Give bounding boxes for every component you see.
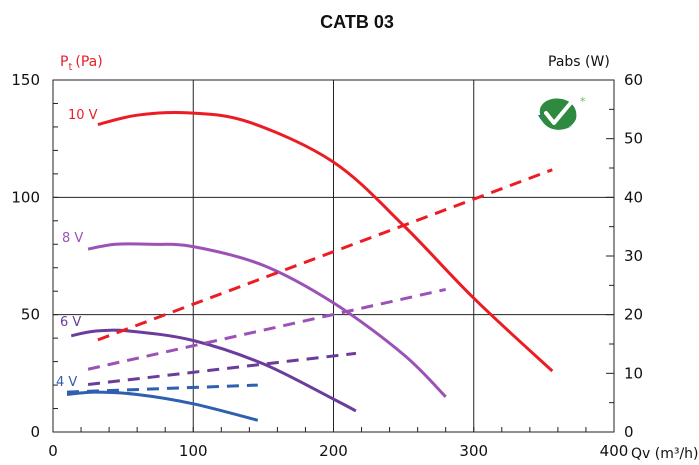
x-tick-label: 0: [48, 442, 58, 460]
y-left-tick-label: 50: [21, 306, 40, 324]
y-axis-left-label-main: P: [60, 54, 68, 70]
pressure-curve-2: [70, 328, 357, 413]
x-tick-label: 400: [600, 442, 629, 460]
power-curve-7: [66, 383, 258, 394]
y-left-tick-label: 100: [11, 188, 40, 206]
series-label: 10 V: [68, 108, 98, 123]
chart-title: CATB 03: [320, 12, 394, 32]
series-label: 8 V: [62, 231, 83, 246]
logo-check: [544, 97, 576, 125]
y-axis-left-label-unit: (Pa): [75, 54, 102, 70]
pressure-curve-0: [97, 110, 554, 373]
power-curve-6: [87, 351, 357, 386]
y-axis-left-label-sub: t: [68, 62, 72, 73]
y-right-tick-label: 0: [624, 423, 634, 441]
x-tick-label: 100: [179, 442, 208, 460]
y-right-tick-label: 50: [624, 130, 643, 148]
x-tick-label: 200: [319, 442, 348, 460]
tick-marks: [52, 79, 615, 433]
y-right-tick-label: 60: [624, 71, 643, 89]
y-axis-left-label: Pt (Pa): [60, 54, 103, 73]
y-right-tick-label: 40: [624, 188, 643, 206]
y-left-tick-label: 0: [30, 423, 40, 441]
y-right-tick-label: 20: [624, 306, 643, 324]
green-check-logo: *: [538, 95, 586, 130]
series-label: 6 V: [60, 315, 81, 330]
power-curve-5: [87, 287, 447, 371]
series-label: 4 V: [56, 375, 77, 390]
logo-star: *: [580, 95, 586, 108]
y-right-tick-label: 10: [624, 364, 643, 382]
pressure-curve-1: [87, 242, 447, 398]
x-axis-label: Qv (m³/h): [631, 446, 699, 462]
pressure-curve-3: [66, 390, 259, 422]
power-curve-4: [97, 168, 553, 342]
series-labels: 10 V 8 V 6 V 4 V: [56, 108, 98, 390]
x-tick-label: 300: [459, 442, 488, 460]
y-left-tick-label: 150: [11, 71, 40, 89]
y-axis-right-label: Pabs (W): [548, 54, 610, 70]
series-layer: [66, 110, 554, 422]
y-right-tick-label: 30: [624, 247, 643, 265]
